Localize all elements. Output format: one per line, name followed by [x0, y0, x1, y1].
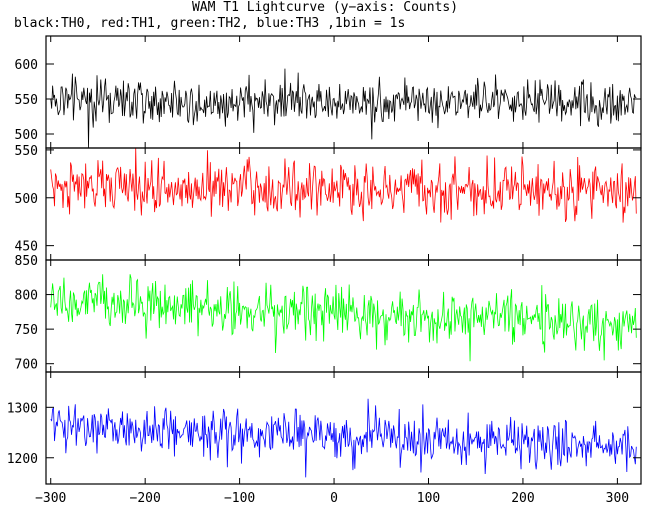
- y-tick-label: 700: [15, 358, 38, 373]
- panel-th3: 1200 1300: [7, 371, 642, 485]
- y-tick-label: 450: [15, 240, 38, 255]
- x-tick-label: 100: [417, 491, 440, 505]
- y-tick-label: 750: [15, 323, 38, 338]
- x-tick-label: 200: [511, 491, 534, 505]
- panel-frame: [45, 371, 642, 485]
- panel-th1: 450 500 550: [15, 144, 642, 261]
- panel-frame: [45, 259, 642, 373]
- y-tick-label: 800: [15, 289, 38, 304]
- y-tick-label: 550: [15, 144, 38, 159]
- panel-th2: 700 750 800 850: [15, 254, 642, 373]
- panel-th0: 500 550 600: [15, 35, 642, 149]
- series-line-th0: [50, 68, 637, 148]
- x-tick-label: −300: [35, 491, 66, 505]
- y-tick-label: 500: [15, 128, 38, 143]
- x-axis: −300 −200 −100 0 100 200 300: [35, 491, 629, 505]
- y-tick-label: 1300: [7, 401, 38, 416]
- x-tick-label: 0: [330, 491, 338, 505]
- chart-title: WAM T1 Lightcurve (y−axis: Counts): [191, 0, 459, 15]
- series-line-th3: [50, 398, 637, 478]
- series-line-th2: [50, 274, 637, 362]
- y-tick-label: 550: [15, 93, 38, 108]
- x-tick-label: −200: [130, 491, 161, 505]
- series-line-th1: [50, 148, 637, 223]
- y-tick-label: 500: [15, 192, 38, 207]
- y-tick-label: 850: [15, 254, 38, 269]
- y-tick-label: 1200: [7, 452, 38, 467]
- chart-subtitle: black:TH0, red:TH1, green:TH2, blue:TH3 …: [14, 16, 406, 31]
- x-tick-label: −100: [224, 491, 255, 505]
- y-tick-label: 600: [15, 58, 38, 73]
- x-tick-label: 300: [606, 491, 629, 505]
